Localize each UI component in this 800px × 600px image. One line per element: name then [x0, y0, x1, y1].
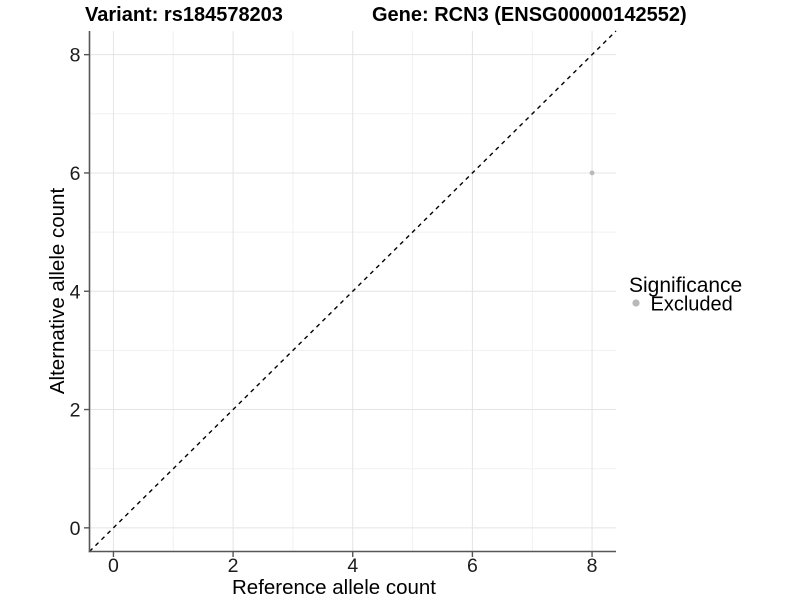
y-tick-labels: 0 2 4 6 8: [70, 45, 81, 540]
plot-title-variant: Variant: rs184578203: [85, 4, 283, 26]
legend-title: Significance: [629, 274, 742, 297]
x-tick-label: 6: [467, 555, 478, 577]
y-tick-label: 2: [70, 400, 81, 422]
y-tick-label: 4: [70, 281, 81, 303]
x-tick-labels: 0 2 4 6 8: [108, 555, 597, 577]
y-tick-label: 8: [70, 45, 81, 67]
x-tick-label: 0: [108, 555, 119, 577]
plot-title-gene: Gene: RCN3 (ENSG00000142552): [372, 4, 687, 26]
data-point: [589, 170, 595, 176]
x-tick-label: 2: [228, 555, 239, 577]
legend-key-dot: [632, 299, 640, 307]
y-tick-label: 0: [70, 518, 81, 540]
legend-item-label: Excluded: [651, 294, 733, 316]
y-axis-ticks: [84, 53, 90, 529]
x-axis-ticks: [112, 551, 593, 557]
gridlines-major: [89, 31, 616, 552]
legend-items: Excluded: [632, 294, 733, 316]
x-axis-title: Reference allele count: [232, 576, 436, 599]
x-tick-label: 4: [347, 555, 358, 577]
identity-line: [89, 30, 617, 552]
x-tick-label: 8: [587, 555, 598, 577]
y-tick-label: 6: [70, 163, 81, 185]
legend: Significance Excluded: [629, 274, 742, 316]
data-points: [589, 170, 595, 176]
y-axis-title: Alternative allele count: [46, 188, 69, 395]
